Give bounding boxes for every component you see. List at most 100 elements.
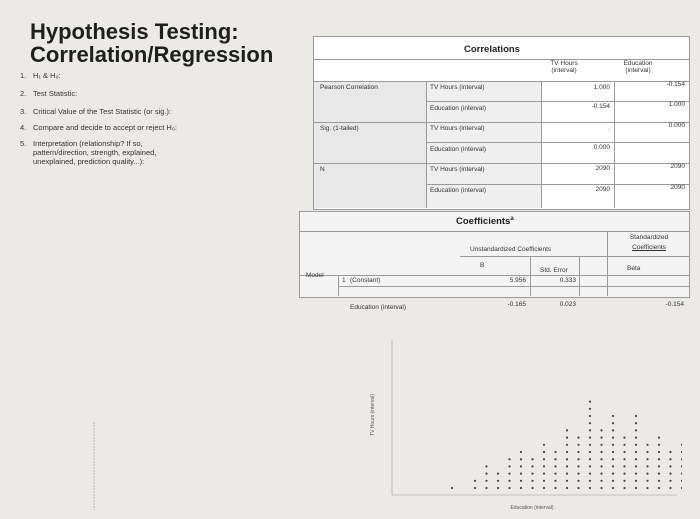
var-label-tv: TV Hours (interval) xyxy=(430,84,485,91)
scatter-point xyxy=(473,479,477,482)
cell-education-se: 0.023 xyxy=(559,301,576,308)
var-label-edu: Education (interval) xyxy=(430,105,486,112)
cell-n-edu-tv: 2090 xyxy=(595,186,610,193)
scatter-point xyxy=(519,486,523,490)
scatter-point xyxy=(542,486,546,490)
coefficients-table: Coefficientsa Unstandardized Coefficient… xyxy=(299,211,690,311)
page-title: Hypothesis Testing: Correlation/Regressi… xyxy=(30,20,300,66)
scatter-point xyxy=(577,486,580,490)
cell-n-edu-edu: 2090 xyxy=(670,184,685,191)
col-header-education: Education (interval) xyxy=(623,60,653,74)
scatter-point xyxy=(623,465,626,468)
margin-dot xyxy=(93,422,95,424)
correlations-table: Correlations TV Hours (interval) Educati… xyxy=(313,36,690,210)
question-text: Test Statistic: xyxy=(33,89,78,98)
margin-dot xyxy=(93,455,95,457)
margin-dot xyxy=(93,446,95,448)
scatter-point xyxy=(588,407,592,410)
margin-dot xyxy=(93,488,95,490)
scatter-point xyxy=(657,465,661,468)
margin-dot xyxy=(93,452,95,454)
scatter-point xyxy=(611,429,615,432)
question-5: 5. Interpretation (relationship? If so, … xyxy=(20,139,220,166)
scatter-point xyxy=(577,443,580,446)
scatter-point xyxy=(450,486,454,490)
margin-dot xyxy=(93,437,95,439)
scatter-point xyxy=(554,465,557,468)
scatter-point xyxy=(657,458,661,461)
margin-dot xyxy=(93,485,95,487)
margin-dot xyxy=(93,470,95,472)
scatter-point xyxy=(600,443,603,446)
scatter-point xyxy=(508,486,511,490)
scatter-point xyxy=(554,450,557,454)
scatter-point xyxy=(496,486,500,490)
question-number: 3. xyxy=(20,107,27,116)
scatter-point xyxy=(646,458,649,461)
scatter-point xyxy=(588,400,592,403)
scatter-point xyxy=(519,458,523,461)
scatter-point xyxy=(565,458,569,461)
cell-pearson-tv-tv: 1.000 xyxy=(593,84,610,91)
scatter-point xyxy=(485,486,488,490)
margin-dot xyxy=(93,431,95,433)
scatter-point xyxy=(611,465,615,468)
scatter-point xyxy=(646,486,649,490)
scatter-point xyxy=(519,479,523,482)
scatter-point xyxy=(588,465,592,468)
scatter-point xyxy=(577,465,580,468)
scatter-point xyxy=(508,479,511,482)
margin-dot xyxy=(93,497,95,499)
margin-dot xyxy=(93,434,95,436)
margin-dot xyxy=(93,482,95,484)
margin-dot xyxy=(93,464,95,466)
scatter-plot: TV Hours (interval) Education (interval) xyxy=(370,340,682,511)
scatter-point xyxy=(634,436,638,439)
title-line-2: Correlation/Regression xyxy=(30,42,274,67)
scatter-point xyxy=(565,436,569,439)
scatter-point xyxy=(542,472,546,475)
scatter-point xyxy=(634,479,638,482)
scatter-point xyxy=(554,458,557,461)
scatter-point xyxy=(531,458,534,461)
col-header-std-error: Std. Error xyxy=(540,267,568,274)
margin-dot xyxy=(93,425,95,427)
scatter-point xyxy=(588,458,592,461)
question-list: 1. H₁ & H₀: 2. Test Statistic: 3. Critic… xyxy=(20,71,220,173)
margin-dot xyxy=(93,479,95,481)
scatter-point xyxy=(657,436,661,439)
scatter-point xyxy=(531,486,534,490)
row-label-n: N xyxy=(320,166,325,173)
scatter-point xyxy=(588,472,592,475)
cell-constant-b: 5.956 xyxy=(509,277,526,284)
scatter-point xyxy=(508,465,511,468)
scatter-point xyxy=(611,443,615,446)
var-label-edu: Education (interval) xyxy=(430,187,486,194)
scatter-point xyxy=(669,450,672,454)
scatter-point xyxy=(680,486,682,490)
cell-n-tv-tv: 2090 xyxy=(595,165,610,172)
question-number: 4. xyxy=(20,123,27,132)
scatter-point xyxy=(680,443,682,446)
cell-n-tv-edu: 2090 xyxy=(670,163,685,170)
scatter-point xyxy=(485,479,488,482)
scatter-point xyxy=(519,450,523,454)
scatter-point xyxy=(588,450,592,454)
scatter-point xyxy=(600,465,603,468)
scatter-point xyxy=(577,479,580,482)
scatter-point xyxy=(657,450,661,454)
scatter-point xyxy=(485,465,488,468)
scatter-point xyxy=(542,458,546,461)
margin-dot xyxy=(93,449,95,451)
scatter-point xyxy=(531,472,534,475)
scatter-point xyxy=(565,465,569,468)
margin-dot xyxy=(93,440,95,442)
scatter-point xyxy=(680,479,682,482)
scatter-point xyxy=(519,472,523,475)
cell-education-b: -0.165 xyxy=(507,301,526,308)
scatter-point xyxy=(634,472,638,475)
question-number: 2. xyxy=(20,89,27,98)
margin-dot xyxy=(93,500,95,502)
row-label-sig: Sig. (1-tailed) xyxy=(320,125,359,132)
scatter-point xyxy=(623,479,626,482)
